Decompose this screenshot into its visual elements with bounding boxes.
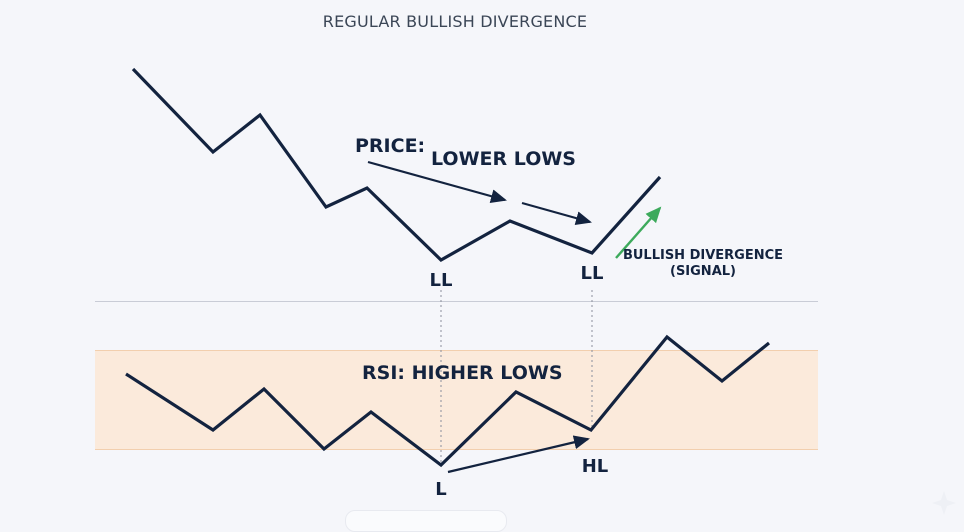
rsi-low1-label: L — [435, 479, 446, 500]
signal-label-line2: (SIGNAL) — [670, 264, 736, 279]
divergence-diagram: REGULAR BULLISH DIVERGENCE PRICE: LOWER … — [95, 12, 956, 515]
bullish-signal-arrow-icon — [615, 206, 662, 259]
price-arrow-1 — [367, 160, 507, 204]
price-label-prefix: PRICE: — [355, 135, 425, 157]
bottom-pill — [345, 510, 507, 532]
rsi-line — [125, 334, 771, 468]
price-label-main: LOWER LOWS — [431, 148, 576, 170]
signal-label-line1: BULLISH DIVERGENCE — [623, 248, 783, 263]
rsi-arrow — [447, 435, 590, 474]
rsi-low2-label: HL — [582, 456, 609, 477]
price-low2-label: LL — [581, 263, 604, 284]
rsi-label: RSI: HIGHER LOWS — [362, 362, 563, 384]
price-low1-label: LL — [430, 270, 453, 291]
price-line — [131, 67, 662, 262]
price-arrow-2 — [521, 201, 592, 225]
diagram-title: REGULAR BULLISH DIVERGENCE — [323, 12, 587, 31]
sparkle-icon — [932, 491, 956, 515]
rsi-band — [95, 350, 818, 450]
